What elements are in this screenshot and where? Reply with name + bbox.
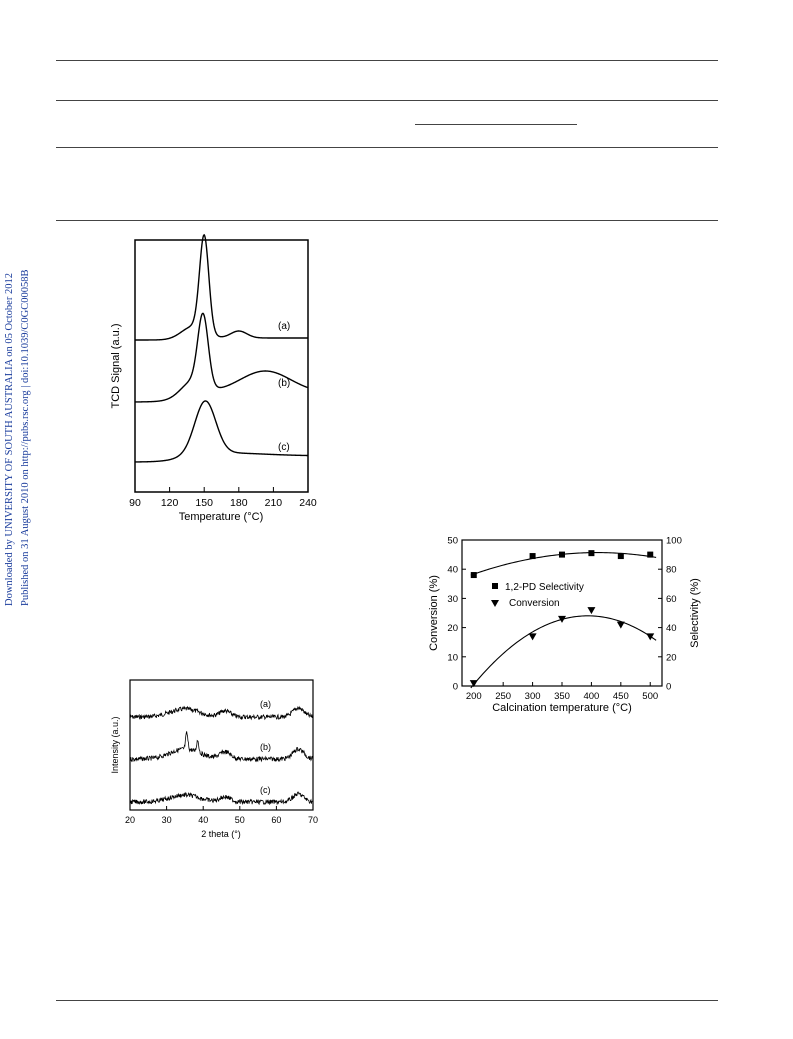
xrd-frame [129,679,314,811]
calcination-y-tick-label: 10 [447,652,458,663]
xrd-x-tick-label: 30 [162,815,172,825]
selectivity-point [647,551,654,558]
calcination-y2-tick-label: 100 [666,536,682,547]
calcination-y2-axis-label: Selectivity (%) [689,578,701,648]
xrd-curve-b [129,731,314,763]
calcination-y2-tick-label: 60 [666,594,677,605]
tpr-x-tick-label: 210 [265,497,283,509]
calcination-x-tick-label: 450 [613,691,629,702]
tpr-x-tick-label: 120 [161,497,179,509]
calcination-y2-tick-label: 0 [666,682,671,693]
xrd-curve-a [129,705,314,721]
selectivity-point [470,572,477,579]
tpr-curve-b [135,312,309,403]
calcination-x-tick-label: 400 [583,691,599,702]
tpr-frame [134,239,309,493]
selectivity-point [529,553,536,560]
tpr-series-label-c: (c) [278,442,290,453]
calcination-x-tick-label: 350 [554,691,570,702]
tpr-curve-a [135,233,308,341]
tpr-chart: 90 120 150 180 210 240 (a) (b) (c) Temperatur… [110,233,317,523]
legend-square-marker [492,583,498,589]
calcination-y-tick-label: 30 [447,594,458,605]
tpr-x-tick-label: 90 [129,497,141,509]
tpr-curve-c [135,400,309,463]
calcination-x-tick-label: 250 [495,691,511,702]
table-header-rule [56,100,718,101]
tpr-x-tick-label: 240 [299,497,317,509]
calcination-y2-tick-label: 80 [666,565,677,576]
calcination-chart: 200 250 300 350 400 450 5000102030405002040608… [428,536,701,715]
xrd-chart: 20 30 40 50 60 70 (a) (b) (c) 2 theta (°) Int… [110,679,318,839]
calcination-y2-tick-label: 40 [666,623,677,634]
table-bottom-rule [56,220,718,221]
calcination-x-tick-label: 500 [642,691,658,702]
xrd-curve-c [129,791,313,806]
calcination-x-axis-label: Calcination temperature (°C) [492,702,632,714]
conversion-point [528,633,537,641]
download-line: Downloaded by UNIVERSITY OF SOUTH AUSTRA… [4,273,15,606]
tpr-x-axis-label: Temperature (°C) [179,511,263,523]
calcination-y-tick-label: 0 [453,682,458,693]
xrd-series-label-b: (b) [260,742,271,752]
xrd-x-tick-label: 50 [235,815,245,825]
legend-conversion-label: Conversion [509,598,560,609]
conversion-point [616,621,625,629]
xrd-x-tick-label: 40 [198,815,208,825]
calcination-y-tick-label: 50 [447,536,458,547]
calcination-x-tick-label: 300 [525,691,541,702]
selectivity-point [617,553,624,560]
xrd-series-label-a: (a) [260,699,271,709]
xrd-y-axis-label: Intensity (a.u.) [110,716,120,773]
tpr-series-label-a: (a) [278,321,290,332]
legend-selectivity-label: 1,2-PD Selectivity [505,582,584,593]
tpr-y-axis-label: TCD Signal (a.u.) [110,324,122,409]
selectivity-point [588,550,595,557]
published-line: Published on 31 August 2010 on http://pu… [20,269,31,606]
tpr-x-tick-label: 180 [230,497,248,509]
xrd-x-tick-label: 60 [271,815,281,825]
calcination-y-axis-label: Conversion (%) [428,575,440,651]
conversion-point [558,615,566,623]
xrd-series-label-c: (c) [260,785,271,795]
conversion-point [469,680,478,688]
selectivity-point [559,551,565,558]
calcination-legend: 1,2-PD Selectivity Conversion [491,582,584,609]
table-top-rule [56,60,718,61]
download-stamp: Downloaded by UNIVERSITY OF SOUTH AUSTRA… [0,0,40,620]
conversion-point [646,633,655,641]
calcination-y2-tick-label: 20 [666,652,677,663]
tpr-x-tick-label: 150 [195,497,213,509]
table-spanner-rule [415,124,577,125]
page-footer-rule [56,1000,718,1001]
legend-triangle-marker [491,600,499,607]
calcination-y-tick-label: 40 [447,565,458,576]
xrd-x-tick-label: 70 [308,815,318,825]
conversion-point [587,607,596,615]
calcination-y-tick-label: 20 [447,623,458,634]
calcination-fit-conversion [470,615,657,689]
tpr-series-label-b: (b) [278,378,290,389]
xrd-x-tick-label: 20 [125,815,135,825]
xrd-x-axis-label: 2 theta (°) [201,829,241,839]
calcination-x-tick-label: 200 [466,691,482,702]
table-body-rule [56,147,718,148]
